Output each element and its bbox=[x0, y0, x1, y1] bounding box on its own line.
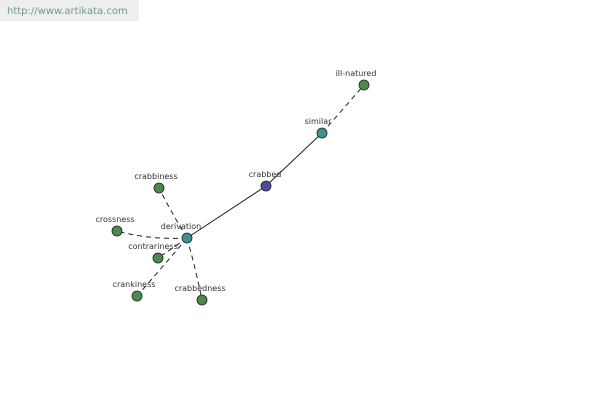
node[interactable] bbox=[316, 127, 328, 139]
node[interactable] bbox=[181, 232, 193, 244]
edge bbox=[265, 132, 323, 187]
node-label[interactable]: contrariness bbox=[128, 242, 178, 251]
node-label[interactable]: crabbedness bbox=[174, 284, 225, 293]
labels: crabbed similar ill-natured derivation c… bbox=[95, 69, 376, 293]
node[interactable] bbox=[131, 290, 143, 302]
node[interactable] bbox=[196, 294, 208, 306]
edge bbox=[158, 187, 188, 239]
node[interactable] bbox=[358, 79, 370, 91]
node-label[interactable]: crabbiness bbox=[134, 172, 177, 181]
node[interactable] bbox=[111, 225, 123, 237]
edge bbox=[136, 237, 188, 297]
node-label[interactable]: similar bbox=[305, 117, 333, 126]
node-label[interactable]: crossness bbox=[95, 215, 134, 224]
edge bbox=[116, 230, 188, 239]
node[interactable] bbox=[153, 182, 165, 194]
node-label[interactable]: crankiness bbox=[113, 280, 156, 289]
edge bbox=[321, 84, 365, 134]
node-label[interactable]: derivation bbox=[161, 222, 201, 231]
header-bar bbox=[0, 0, 139, 21]
node[interactable] bbox=[260, 180, 272, 192]
node-label[interactable]: ill-natured bbox=[336, 69, 377, 78]
edge bbox=[186, 185, 267, 239]
nodes bbox=[111, 79, 370, 306]
site-link[interactable]: http://www.artikata.com bbox=[7, 6, 128, 17]
node[interactable] bbox=[152, 252, 164, 264]
node-label[interactable]: crabbed bbox=[249, 170, 282, 179]
